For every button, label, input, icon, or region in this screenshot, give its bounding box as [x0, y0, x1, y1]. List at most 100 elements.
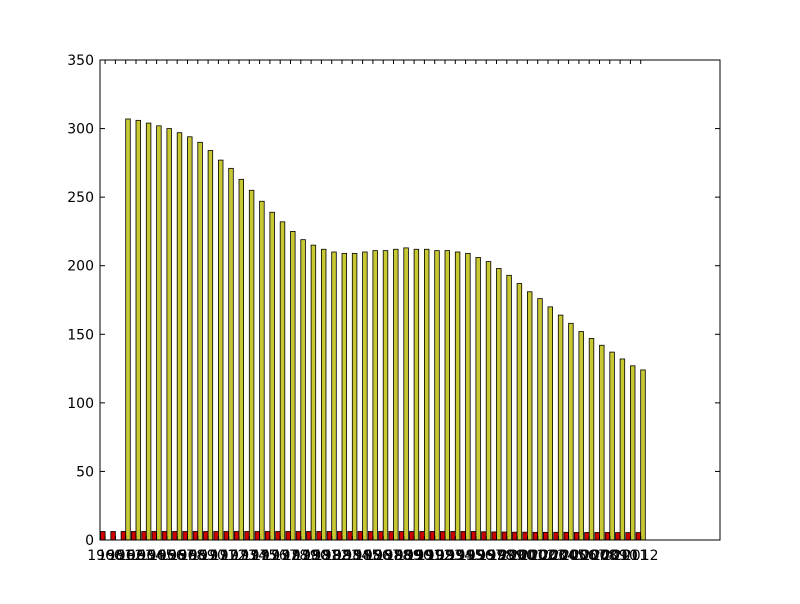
- bar-s0-1990: [409, 531, 415, 541]
- bar-s0-2007: [584, 532, 590, 541]
- x-tick-label: 2008: [582, 548, 618, 564]
- bar-s0-1995: [460, 531, 466, 541]
- bar-s1-1991: [423, 248, 430, 541]
- x-tick-label: 2012: [623, 548, 659, 564]
- bar-s0-1961: [110, 531, 116, 541]
- bar-s1-1971: [217, 159, 224, 541]
- bar-s1-2001: [527, 291, 533, 541]
- bar-s1-1981: [320, 248, 327, 541]
- bar-s0-1982: [326, 531, 333, 541]
- y-tick-label: 250: [67, 190, 94, 206]
- bar-s1-1996: [475, 257, 481, 541]
- x-tick-label: 1966: [149, 548, 185, 564]
- bar-s0-1984: [347, 531, 353, 541]
- bar-s1-2006: [578, 331, 584, 541]
- bar-s0-1973: [233, 531, 240, 541]
- bar-s0-1966: [161, 531, 168, 541]
- x-tick-label: 1980: [293, 548, 329, 564]
- y-tick-label: 0: [85, 533, 94, 549]
- plot-area-frame: [99, 59, 721, 541]
- x-tick-label: 1976: [252, 548, 288, 564]
- bar-s1-1988: [393, 248, 399, 541]
- bar-s1-1983: [341, 252, 347, 541]
- x-tick-label: 1992: [417, 548, 453, 564]
- bar-s1-1992: [434, 250, 440, 541]
- bar-s0-1999: [501, 531, 508, 541]
- x-tick-label: 1978: [273, 548, 309, 564]
- x-tick-label: 2010: [602, 548, 638, 564]
- bar-s0-2008: [594, 532, 600, 541]
- bar-s0-1987: [378, 531, 384, 541]
- x-tick-label: 1991: [407, 548, 443, 564]
- bar-s1-1984: [351, 252, 358, 541]
- bar-s0-2002: [532, 531, 539, 541]
- x-tick-label: 1967: [159, 548, 195, 564]
- bar-s0-1980: [306, 531, 312, 541]
- bar-s1-2000: [516, 283, 523, 541]
- x-tick-label: 2000: [499, 548, 535, 564]
- bar-s1-2012: [640, 369, 646, 541]
- bar-s1-1989: [403, 247, 409, 541]
- bar-s1-1970: [207, 150, 214, 541]
- bar-s1-1985: [362, 251, 368, 541]
- x-tick-label: 1963: [118, 548, 154, 564]
- bar-s0-1963: [130, 531, 137, 541]
- bar-s0-1970: [203, 531, 209, 541]
- bar-s0-1964: [141, 531, 147, 541]
- x-tick-label: 1990: [396, 548, 432, 564]
- bar-s0-1972: [223, 531, 230, 541]
- x-tick-label: 1984: [334, 548, 370, 564]
- y-tick-label: 350: [67, 53, 94, 69]
- bar-s0-1962: [120, 531, 127, 541]
- bar-s1-1998: [496, 268, 502, 541]
- bar-s1-2007: [588, 337, 595, 541]
- x-tick-label: 1977: [262, 548, 298, 564]
- x-tick-label: 1982: [314, 548, 350, 564]
- x-tick-label: 1965: [139, 548, 175, 564]
- bar-s1-1966: [166, 128, 172, 541]
- x-tick-label: 1999: [489, 548, 525, 564]
- bar-s1-1962: [125, 118, 131, 541]
- x-tick-label: 2009: [592, 548, 628, 564]
- bar-s0-1960: [100, 531, 106, 541]
- y-tick-label: 100: [67, 396, 94, 412]
- bar-s0-1993: [439, 531, 446, 541]
- bar-s0-1988: [388, 531, 394, 541]
- bar-s1-1964: [145, 122, 152, 541]
- x-tick-label: 1969: [180, 548, 216, 564]
- bar-s0-1976: [264, 531, 271, 541]
- x-tick-label: 2002: [520, 548, 556, 564]
- x-tick-label: 1972: [211, 548, 247, 564]
- bar-s0-2010: [615, 532, 621, 541]
- bar-s1-1980: [310, 244, 317, 541]
- bar-s1-2010: [619, 358, 626, 541]
- bar-s0-1996: [470, 531, 477, 541]
- x-tick-label: 1973: [221, 548, 257, 564]
- x-tick-label: 2011: [613, 548, 649, 564]
- x-axis: 1960196119621963196419651966196719681969…: [87, 60, 659, 564]
- x-tick-label: 1974: [231, 548, 267, 564]
- bar-s1-1999: [506, 274, 512, 541]
- bar-s0-1965: [151, 531, 157, 541]
- y-axis: 0 50 100 150 200 250 300 350: [67, 53, 720, 549]
- bar-s1-1995: [465, 252, 471, 541]
- x-tick-label: 1997: [468, 548, 504, 564]
- bar-s0-1983: [336, 531, 343, 541]
- bar-s1-1963: [135, 119, 141, 541]
- bar-s1-1982: [331, 251, 337, 541]
- x-tick-label: 2007: [571, 548, 607, 564]
- bar-s1-1976: [269, 211, 275, 541]
- y-tick-label: 150: [67, 327, 94, 343]
- x-tick-label: 1993: [427, 548, 463, 564]
- x-tick-label: 1968: [170, 548, 206, 564]
- x-tick-label: 1981: [304, 548, 340, 564]
- bar-s1-2003: [547, 306, 553, 541]
- y-tick-label: 50: [76, 464, 94, 480]
- bar-s1-1979: [300, 239, 306, 541]
- bar-s1-1978: [290, 231, 296, 541]
- bar-s0-2006: [573, 532, 580, 541]
- bar-s0-2003: [543, 531, 549, 541]
- bar-s1-1969: [197, 141, 203, 541]
- x-tick-label: 1983: [324, 548, 360, 564]
